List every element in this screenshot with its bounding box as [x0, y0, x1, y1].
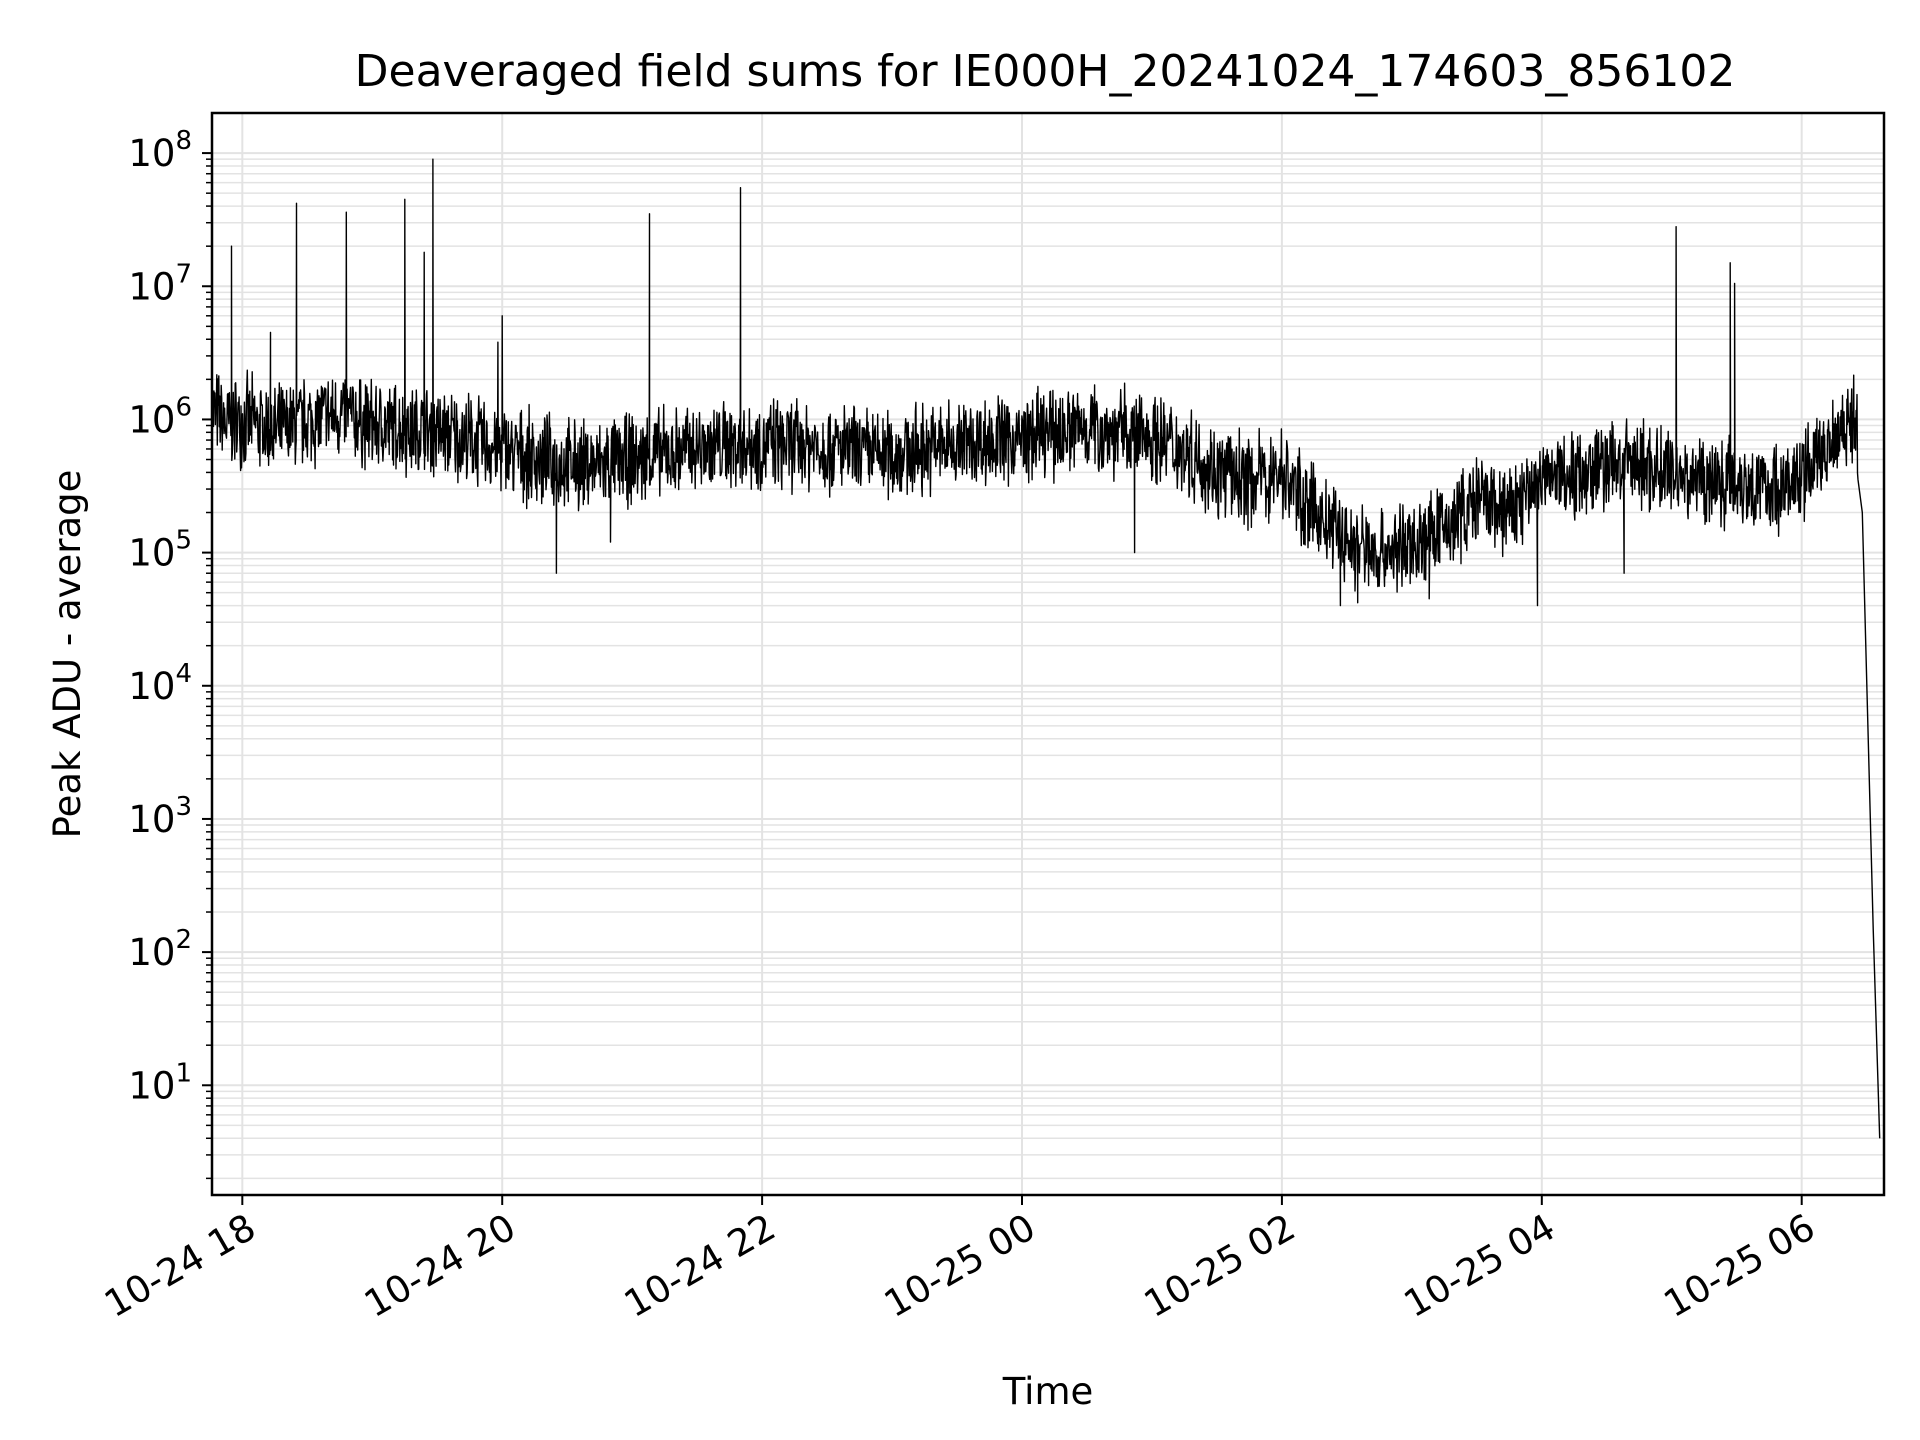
y-tick-label: 104: [128, 659, 192, 708]
data-line-group: [211, 158, 1881, 1139]
grid: [212, 113, 1884, 1195]
y-tick-label: 106: [128, 392, 192, 441]
chart-title: Deaveraged field sums for IE000H_2024102…: [355, 46, 1736, 97]
y-tick-label: 101: [128, 1058, 192, 1107]
plot-frame: [210, 111, 1886, 1197]
y-tick-label: 108: [128, 126, 192, 175]
y-tick-label: 105: [128, 526, 192, 575]
y-tick-label: 103: [128, 792, 192, 841]
y-axis-ticks: 101 102 103 104 105 106 107 108: [128, 126, 212, 1180]
y-tick-label: 102: [128, 925, 192, 974]
x-axis-label: Time: [1002, 1370, 1094, 1413]
series-line: [211, 158, 1881, 1139]
y-axis-label: Peak ADU - average: [46, 470, 89, 839]
y-tick-label: 107: [128, 259, 192, 308]
